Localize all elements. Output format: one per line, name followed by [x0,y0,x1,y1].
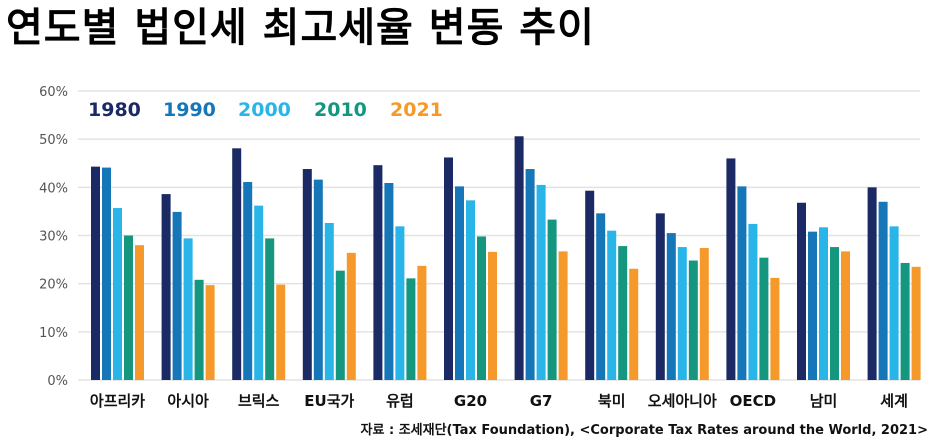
bar-1980 [867,187,877,380]
bar-2010 [194,279,204,380]
x-tick-label: 남미 [810,392,838,410]
bar-2010 [335,270,345,380]
bar-2010 [477,236,486,380]
bar-2010 [124,235,133,380]
x-tick-label: 유럽 [386,392,414,410]
bar-1980 [726,158,736,380]
bar-1980 [655,213,665,380]
bar-1990 [666,233,676,380]
bar-2021 [770,277,780,380]
bar-2021 [205,285,215,380]
bar-1990 [878,201,888,380]
bar-1980 [514,136,524,380]
legend-item-2010: 2010 [314,99,367,121]
bar-1990 [243,182,253,380]
chart-title: 연도별 법인세 최고세율 변동 추이 [6,5,595,51]
bar-2021 [699,248,709,380]
bar-2021 [911,266,921,380]
x-tick-label: 오세아니아 [648,392,717,410]
legend: 1980 1990 2000 2010 2021 [88,99,443,121]
bar-2000 [254,205,264,380]
bar-1990 [808,231,817,380]
bar-2021 [558,251,568,380]
bar-2000 [748,223,758,380]
legend-item-1990: 1990 [163,99,216,121]
legend-item-2000: 2000 [238,99,291,121]
source-note: 자료 : 조세재단(Tax Foundation), <Corporate Ta… [360,423,928,438]
bar-2000 [395,226,405,380]
y-tick-label: 60% [39,85,68,100]
y-tick-label: 30% [39,230,68,245]
bar-2010 [830,247,839,380]
x-tick-label: 브릭스 [238,392,280,410]
y-tick-label: 20% [39,278,68,293]
bar-1980 [302,169,312,380]
bar-2010 [265,238,275,380]
y-tick-label: 50% [39,133,68,148]
bar-1990 [313,179,323,380]
x-axis-labels: 아프리카 아시아 브릭스 EU국가 유럽 G20 G7 북미 오세아니아 OECD 남미 세계 [90,392,908,410]
x-tick-label: EU국가 [304,392,354,410]
bar-2021 [488,251,497,380]
x-tick-label: G20 [454,392,487,410]
y-axis-ticks: 0% 10% 20% 30% 40% 50% 60% [39,85,68,389]
x-tick-label: 아프리카 [90,392,145,410]
bar-2021 [346,252,356,380]
bar-2021 [276,284,286,380]
bar-2000 [819,227,828,380]
bar-1990 [525,169,535,380]
x-tick-label: 북미 [598,392,626,410]
x-tick-label: 세계 [880,392,908,410]
bar-2010 [688,260,698,380]
bar-1990 [172,211,182,380]
x-tick-label: OECD [730,392,776,410]
y-tick-label: 0% [47,374,68,389]
bar-1980 [232,148,242,380]
bar-2021 [629,268,639,380]
gridlines [78,90,920,381]
x-tick-label: 아시아 [167,392,209,410]
bar-1990 [596,213,606,380]
y-tick-label: 40% [39,181,68,196]
legend-item-1980: 1980 [88,99,141,121]
bar-2000 [113,208,122,380]
bar-1980 [444,157,453,380]
bar-1980 [161,194,171,380]
bar-2021 [841,251,850,380]
bar-1990 [102,167,111,380]
bar-1980 [797,202,806,380]
bar-2010 [618,246,628,380]
bar-2000 [466,200,475,380]
bar-2021 [417,265,427,380]
bar-2010 [406,278,416,380]
bar-2000 [183,238,193,380]
bar-1990 [455,186,464,380]
bar-1980 [91,166,100,380]
bars [91,136,921,380]
bar-2021 [135,245,144,380]
bar-2000 [536,184,546,380]
y-tick-label: 10% [39,326,68,341]
legend-item-2021: 2021 [390,99,443,121]
x-tick-label: G7 [530,392,553,410]
bar-2010 [547,219,557,380]
bar-1990 [737,186,747,380]
bar-1980 [585,190,595,380]
bar-1980 [373,165,383,380]
bar-2000 [324,222,334,380]
bar-2000 [607,230,617,380]
bar-2000 [889,226,899,380]
bar-2000 [677,247,687,380]
bar-1990 [384,182,394,380]
bar-2010 [759,257,769,380]
bar-2010 [900,262,910,380]
